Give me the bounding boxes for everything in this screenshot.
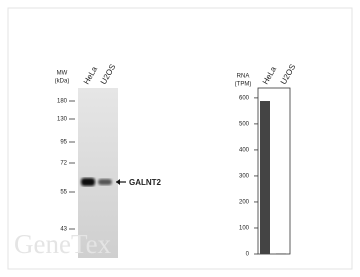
mw-marker: 43 bbox=[60, 227, 67, 233]
mw-marker: 72 bbox=[60, 161, 67, 167]
lane-label: HeLa bbox=[82, 65, 100, 87]
mw-unit: (kDa) bbox=[55, 79, 70, 85]
y-tick-label: 0 bbox=[246, 252, 250, 258]
bar bbox=[260, 101, 270, 254]
y-tick-label: 600 bbox=[239, 95, 250, 101]
y-tick-label: 500 bbox=[239, 121, 250, 127]
mw-label: MW bbox=[57, 71, 68, 77]
lane-label: U2OS bbox=[99, 63, 118, 86]
y-tick-label: 300 bbox=[239, 174, 250, 180]
y-label-unit: (TPM) bbox=[235, 82, 252, 88]
y-tick-label: 200 bbox=[239, 200, 250, 206]
band bbox=[98, 179, 112, 185]
y-tick-label: 100 bbox=[239, 226, 250, 232]
y-tick-label: 400 bbox=[239, 148, 250, 154]
band bbox=[81, 178, 95, 186]
mw-marker: 130 bbox=[57, 117, 68, 123]
mw-marker: 180 bbox=[57, 99, 68, 105]
watermark: GeneTex bbox=[14, 229, 112, 259]
x-tick-label: HeLa bbox=[261, 65, 279, 87]
bar bbox=[276, 253, 286, 254]
mw-marker: 55 bbox=[60, 190, 67, 196]
y-label: RNA bbox=[237, 74, 250, 80]
figure: MW (kDa) GALNT2 GeneTex RNA (TPM) 180 130… bbox=[0, 0, 360, 277]
target-label: GALNT2 bbox=[129, 178, 162, 187]
mw-marker: 95 bbox=[60, 140, 67, 146]
x-tick-label: U2OS bbox=[279, 63, 298, 86]
